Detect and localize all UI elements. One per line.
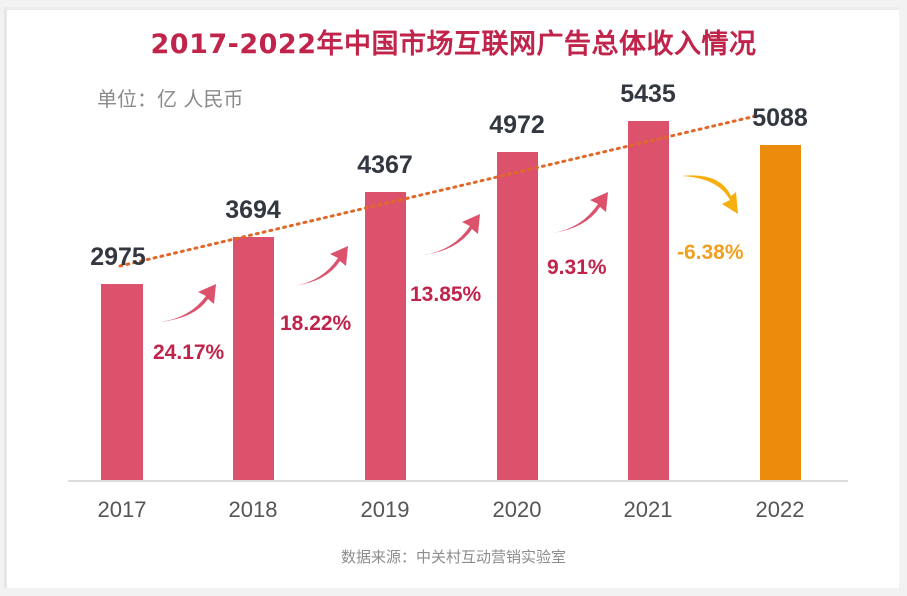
x-label-2019: 2019 — [360, 497, 410, 522]
growth-arrow-icon — [424, 214, 480, 255]
x-label-2018: 2018 — [228, 497, 278, 522]
x-label-2021: 2021 — [623, 497, 673, 522]
bar-2017 — [101, 284, 143, 480]
value-label-2020: 4972 — [489, 111, 545, 139]
growth-arrow-icon — [293, 246, 348, 286]
bar-2018 — [233, 237, 274, 480]
bar-2022 — [760, 145, 801, 480]
growth-label-2020: 13.85% — [410, 283, 482, 306]
growth-label-2018: 24.17% — [153, 341, 225, 364]
trendline — [118, 113, 762, 268]
x-axis-line — [68, 480, 848, 482]
x-label-2022: 2022 — [755, 497, 805, 522]
bar-2021 — [628, 121, 669, 480]
bar-2020 — [497, 152, 538, 480]
bar-2019 — [365, 192, 406, 480]
growth-arrow-icon — [160, 284, 216, 322]
chart-title: 2017-2022年中国市场互联网广告总体收入情况 — [150, 29, 757, 60]
chart-frame — [4, 7, 899, 588]
value-label-2017: 2975 — [90, 243, 146, 271]
value-label-2022: 5088 — [752, 104, 808, 132]
x-label-2020: 2020 — [492, 497, 542, 522]
unit-label: 单位：亿 人民币 — [97, 87, 244, 111]
growth-label-2019: 18.22% — [280, 312, 352, 335]
x-label-2017: 2017 — [97, 497, 147, 522]
value-label-2019: 4367 — [357, 151, 413, 179]
data-source: 数据来源：中关村互动营销实验室 — [340, 548, 566, 566]
value-label-2021: 5435 — [620, 80, 676, 108]
growth-label-2022: -6.38% — [677, 241, 744, 264]
growth-label-2021: 9.31% — [547, 256, 607, 279]
growth-arrow-icon — [553, 192, 608, 233]
decline-arrow-icon — [682, 175, 738, 214]
value-label-2018: 3694 — [225, 196, 281, 224]
